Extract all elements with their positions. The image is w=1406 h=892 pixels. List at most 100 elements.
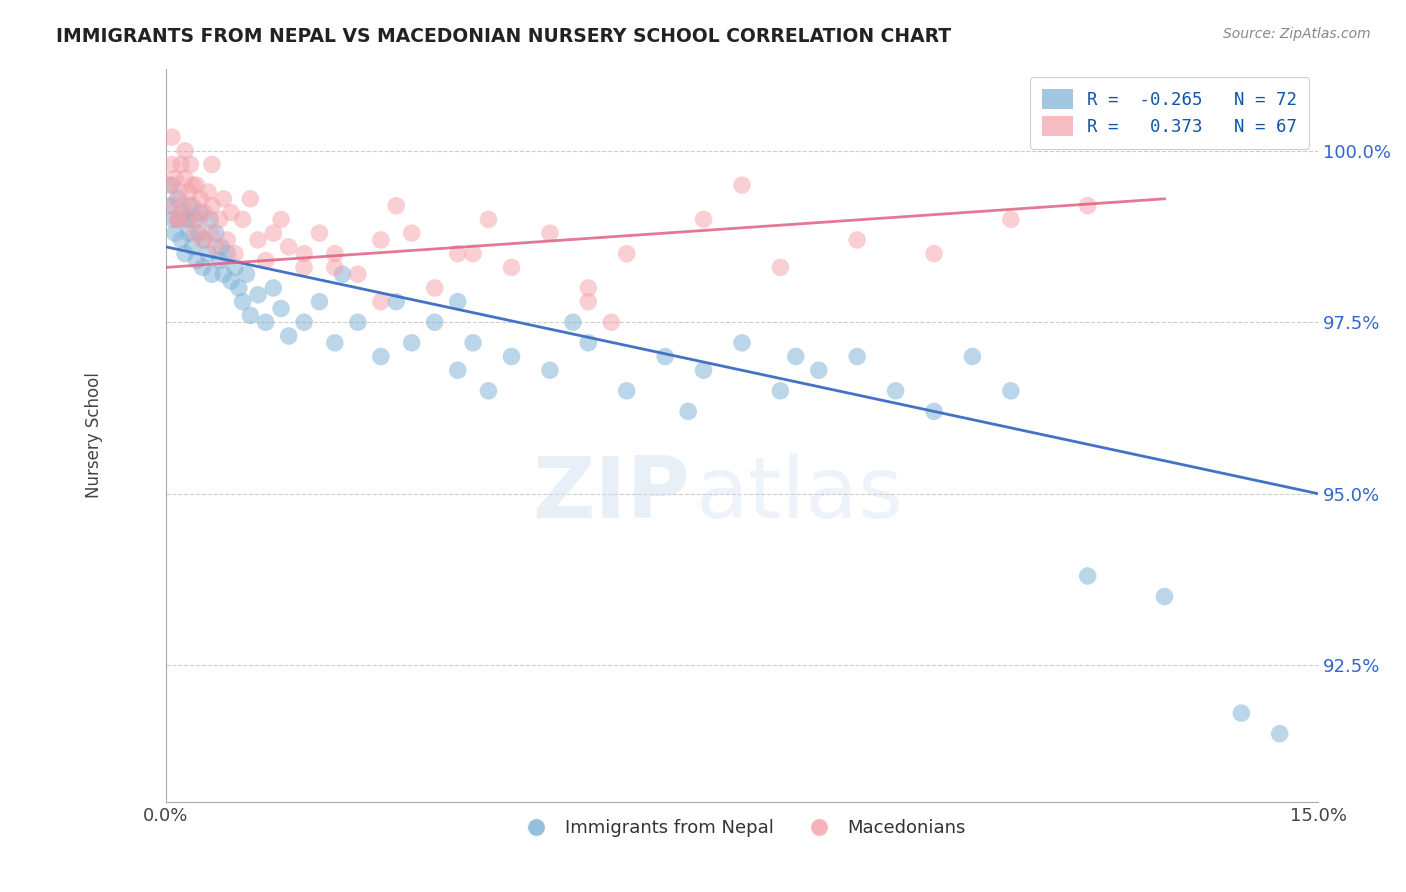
Point [254,253,277,268]
Point [254,315,277,329]
Point [176,212,198,227]
Point [159,199,181,213]
Point [232,212,254,227]
Point [204,226,226,240]
Point [232,294,254,309]
Point [401,226,423,240]
Point [270,212,292,227]
Point [172,205,194,219]
Point [219,205,242,219]
Point [212,267,235,281]
Point [846,350,869,364]
Y-axis label: Nursery School: Nursery School [86,373,103,499]
Point [162,199,184,213]
Point [447,246,470,260]
Point [501,350,523,364]
Point [477,212,499,227]
Point [163,226,186,240]
Point [576,294,599,309]
Point [447,363,470,377]
Point [170,233,193,247]
Point [785,350,807,364]
Point [769,384,792,398]
Point [197,185,219,199]
Point [191,260,214,275]
Point [807,363,830,377]
Point [477,384,499,398]
Point [174,171,197,186]
Point [169,212,191,227]
Point [160,178,183,193]
Point [197,246,219,260]
Point [846,233,869,247]
Point [1000,212,1022,227]
Point [162,212,184,227]
Point [163,171,186,186]
Point [160,157,183,171]
Point [347,267,370,281]
Point [181,178,204,193]
Point [190,205,212,219]
Point [224,246,246,260]
Point [401,335,423,350]
Text: IMMIGRANTS FROM NEPAL VS MACEDONIAN NURSERY SCHOOL CORRELATION CHART: IMMIGRANTS FROM NEPAL VS MACEDONIAN NURS… [56,27,952,45]
Point [277,329,299,343]
Point [347,315,370,329]
Point [224,260,246,275]
Point [184,212,207,227]
Text: atlas: atlas [696,452,904,535]
Point [292,315,315,329]
Point [370,350,392,364]
Point [262,226,284,240]
Point [423,281,446,295]
Point [501,260,523,275]
Point [239,309,262,323]
Point [277,240,299,254]
Point [228,281,250,295]
Point [177,226,200,240]
Point [576,335,599,350]
Point [1000,384,1022,398]
Point [246,288,269,302]
Point [538,363,561,377]
Point [308,294,330,309]
Point [1077,199,1099,213]
Point [262,281,284,295]
Point [208,212,231,227]
Point [616,246,638,260]
Point [962,350,984,364]
Point [461,246,484,260]
Point [731,335,754,350]
Point [177,185,200,199]
Point [246,233,269,247]
Point [562,315,585,329]
Point [239,192,262,206]
Point [1268,727,1291,741]
Point [217,246,239,260]
Point [292,246,315,260]
Point [292,260,315,275]
Point [423,315,446,329]
Point [447,294,470,309]
Point [370,294,392,309]
Point [201,157,224,171]
Point [370,233,392,247]
Point [186,178,208,193]
Point [270,301,292,316]
Point [186,253,208,268]
Point [174,246,197,260]
Legend: Immigrants from Nepal, Macedonians: Immigrants from Nepal, Macedonians [510,812,973,845]
Point [884,384,907,398]
Point [323,246,346,260]
Point [160,130,183,145]
Point [184,226,207,240]
Point [179,157,201,171]
Point [204,240,226,254]
Point [308,226,330,240]
Point [179,199,201,213]
Point [461,335,484,350]
Point [181,240,204,254]
Point [208,253,231,268]
Point [190,192,212,206]
Point [323,335,346,350]
